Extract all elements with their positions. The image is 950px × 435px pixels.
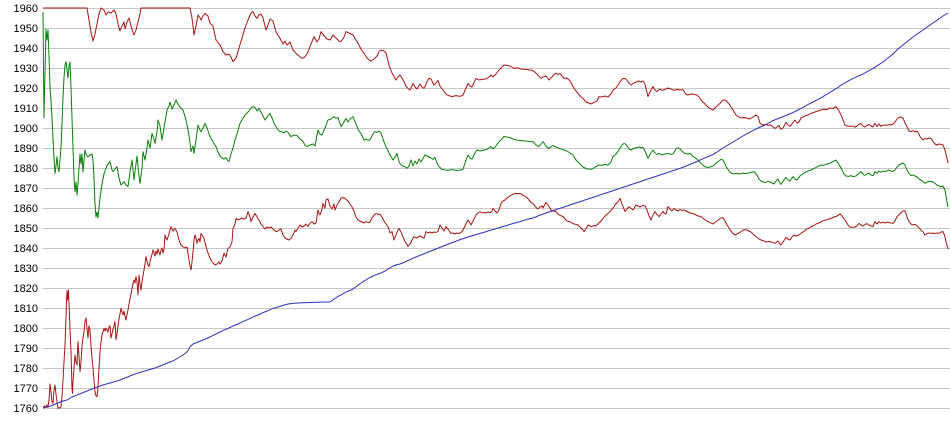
y-axis-tick-label: 1810 (14, 303, 38, 315)
y-axis-tick-label: 1880 (14, 163, 38, 175)
y-axis-tick-label: 1950 (14, 23, 38, 35)
y-axis-tick-label: 1820 (14, 283, 38, 295)
y-axis-tick-labels: 1960 1950 1940 1930 1920 1910 1900 1890 1880 1870… (14, 3, 38, 415)
y-axis-tick-label: 1900 (14, 123, 38, 135)
y-axis-tick-label: 1920 (14, 83, 38, 95)
y-axis-tick-label: 1850 (14, 223, 38, 235)
y-axis-tick-label: 1910 (14, 103, 38, 115)
series-line-red-lower (42, 192, 949, 409)
y-axis-tick-label: 1760 (14, 403, 38, 415)
y-axis-tick-label: 1770 (14, 383, 38, 395)
series-line-red-upper (43, 7, 949, 164)
y-axis-tick-label: 1940 (14, 43, 38, 55)
y-axis-tick-label: 1860 (14, 203, 38, 215)
y-axis-tick-label: 1780 (14, 363, 38, 375)
y-axis-tick-label: 1830 (14, 263, 38, 275)
gridlines (43, 8, 950, 409)
y-axis-tick-label: 1890 (14, 143, 38, 155)
y-axis-tick-label: 1930 (14, 63, 38, 75)
y-axis-tick-label: 1790 (14, 343, 38, 355)
series-lines (42, 7, 949, 409)
y-axis-tick-label: 1840 (14, 243, 38, 255)
y-axis-tick-label: 1870 (14, 183, 38, 195)
series-line-blue-rising (42, 12, 949, 409)
series-line-green-mid (42, 11, 949, 219)
y-axis-tick-label: 1800 (14, 323, 38, 335)
y-axis-tick-label: 1960 (14, 3, 38, 15)
